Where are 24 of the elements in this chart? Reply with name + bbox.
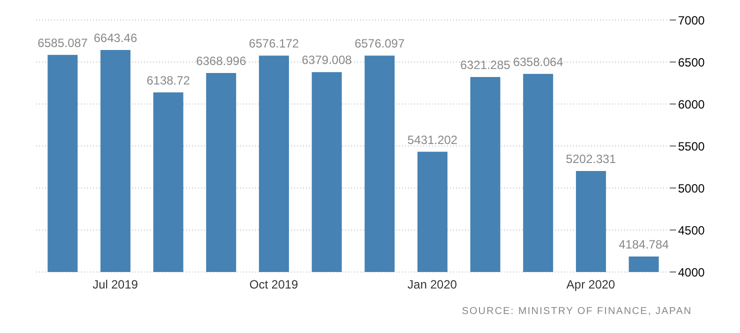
y-tick-label: 6000 [678,97,706,112]
data-label: 6321.285 [460,58,511,72]
data-label: 4184.784 [618,237,670,252]
data-label: 6379.008 [302,53,352,68]
data-label: 6643.46 [94,30,138,45]
y-tick-label: 5500 [678,139,706,154]
y-tick-label: 5000 [678,181,706,196]
y-tick-label: 6500 [678,55,706,70]
data-label: 5202.331 [566,152,616,166]
data-label: 6138.72 [146,73,190,88]
data-label: 6358.064 [513,54,564,69]
x-tick-label: Jan 2020 [408,278,458,292]
source-note: SOURCE: MINISTRY OF FINANCE, JAPAN [462,306,692,317]
data-label: 6576.172 [248,36,300,51]
x-tick-label: Jul 2019 [92,278,138,292]
y-tick-label: 7000 [678,13,706,28]
x-tick-label: Oct 2019 [249,278,298,292]
y-tick-label: 4500 [678,223,706,238]
data-label: 6368.996 [196,54,246,68]
x-tick-label: Apr 2020 [566,278,616,292]
data-label: 5431.202 [407,132,458,147]
data-label: 6585.087 [38,36,88,50]
y-tick-label: 4000 [678,265,706,280]
data-label: 6576.097 [354,36,405,51]
